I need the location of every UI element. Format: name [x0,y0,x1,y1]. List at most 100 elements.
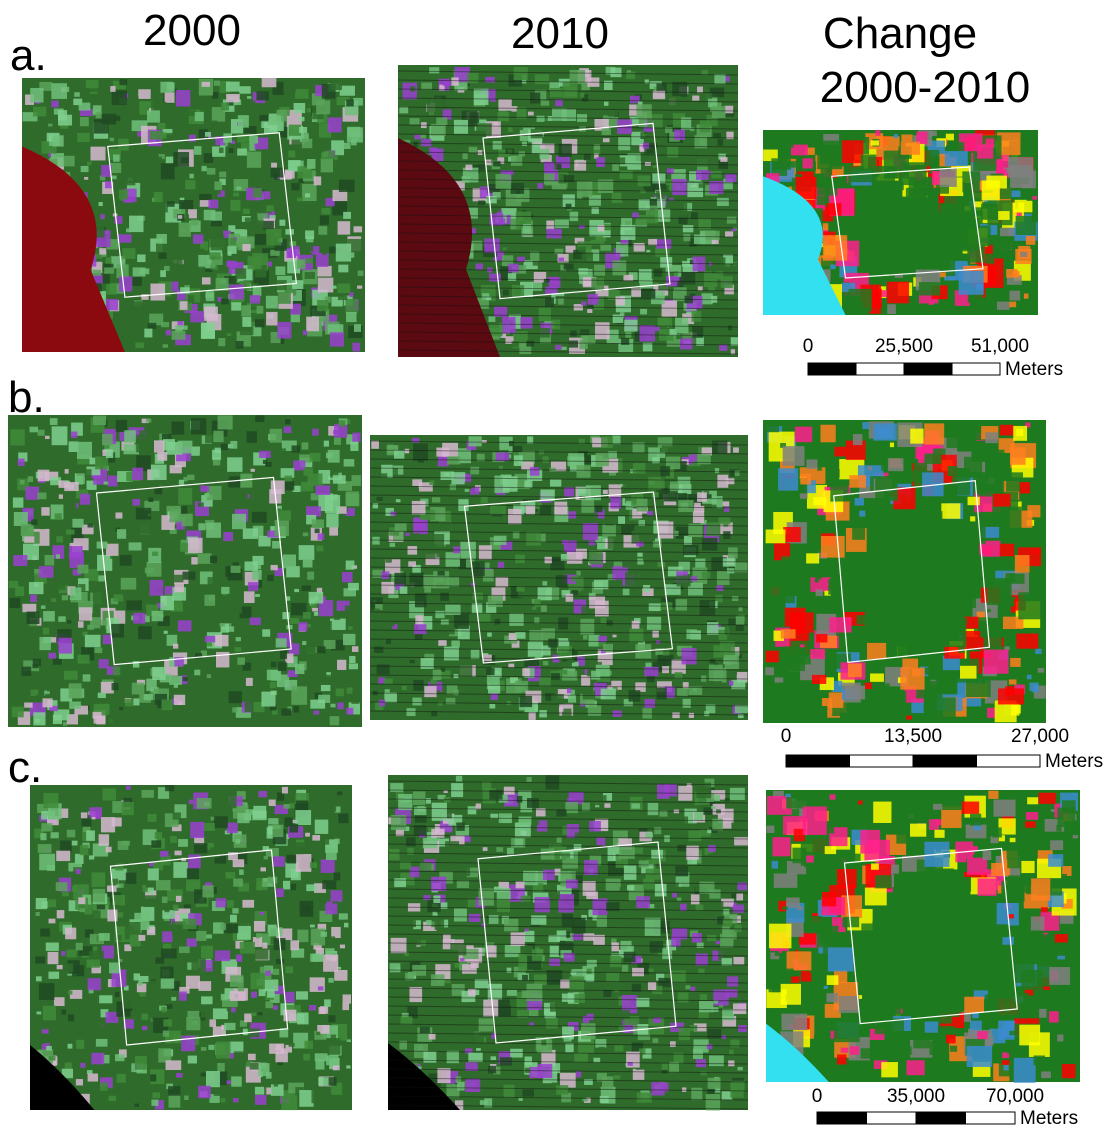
image-texture [338,221,351,234]
image-texture [28,476,33,482]
image-texture [18,459,25,466]
image-texture [645,663,651,668]
image-texture [432,497,440,502]
image-texture [827,203,842,215]
image-texture [40,833,46,840]
image-texture [24,702,32,707]
image-texture [457,881,469,889]
image-texture [232,908,238,913]
image-texture [556,810,566,817]
image-texture [343,634,355,645]
image-texture [194,843,207,853]
image-texture [570,212,579,221]
image-texture [221,102,229,110]
image-texture [594,265,605,276]
image-texture [575,833,585,844]
image-texture [631,803,640,808]
image-texture [119,707,123,710]
image-texture [283,881,290,890]
image-texture [154,488,162,495]
image-texture [291,884,297,891]
image-texture [546,229,561,239]
image-texture [173,905,179,911]
image-texture [278,662,286,671]
image-texture [124,107,137,115]
image-texture [302,585,311,591]
image-texture [124,995,140,1009]
image-texture [201,323,215,339]
image-texture [610,68,621,78]
image-texture [348,626,353,630]
map-image [30,785,352,1110]
image-texture [305,833,310,837]
image-texture [654,827,661,834]
image-texture [303,1054,310,1061]
image-texture [472,561,485,576]
image-texture [165,133,179,147]
image-texture [164,266,170,271]
image-texture [52,135,63,146]
image-texture [483,847,488,851]
image-texture [800,474,811,485]
image-texture [568,453,584,466]
image-texture [696,170,709,180]
image-texture [40,876,46,883]
image-texture [986,619,1005,633]
image-texture [303,533,308,537]
image-texture [334,438,341,445]
image-texture [288,151,295,158]
image-texture [229,691,242,703]
image-texture [280,651,287,659]
image-texture [237,657,245,664]
image-texture [231,302,241,310]
image-texture [199,79,213,96]
image-texture [48,653,56,659]
image-texture [68,100,72,103]
image-texture [922,222,935,231]
image-texture [556,164,561,170]
image-texture [497,898,510,912]
image-texture [166,330,171,336]
image-texture [45,694,51,698]
image-texture [736,616,745,625]
image-texture [154,440,164,452]
image-texture [913,1035,929,1048]
image-texture [252,811,266,821]
image-texture [406,837,416,846]
image-texture [309,1005,316,1010]
image-texture [178,488,192,505]
image-texture [290,241,297,246]
image-texture [567,688,571,693]
image-texture [615,1045,624,1051]
image-texture [871,619,878,625]
image-texture [124,430,136,443]
image-texture [491,1056,497,1060]
image-texture [95,457,108,470]
image-texture [679,1027,690,1040]
image-texture [1000,228,1014,236]
image-texture [51,832,59,838]
image-texture [226,94,240,102]
image-texture [351,697,359,704]
image-texture [275,520,289,536]
image-texture [88,978,101,990]
image-texture [86,80,99,88]
image-texture [997,302,1009,310]
image-texture [415,593,427,607]
image-texture [254,949,268,959]
image-texture [189,135,196,142]
image-texture [554,502,567,515]
image-texture [940,899,952,910]
image-texture [924,454,941,464]
image-texture [384,678,393,684]
image-texture [711,257,725,273]
image-texture [596,831,604,837]
image-texture [211,265,215,268]
image-texture [127,818,137,827]
image-texture [312,429,319,436]
image-texture [772,667,786,678]
image-texture [119,883,124,887]
image-texture [586,969,591,974]
image-texture [221,444,228,450]
image-texture [601,436,613,448]
